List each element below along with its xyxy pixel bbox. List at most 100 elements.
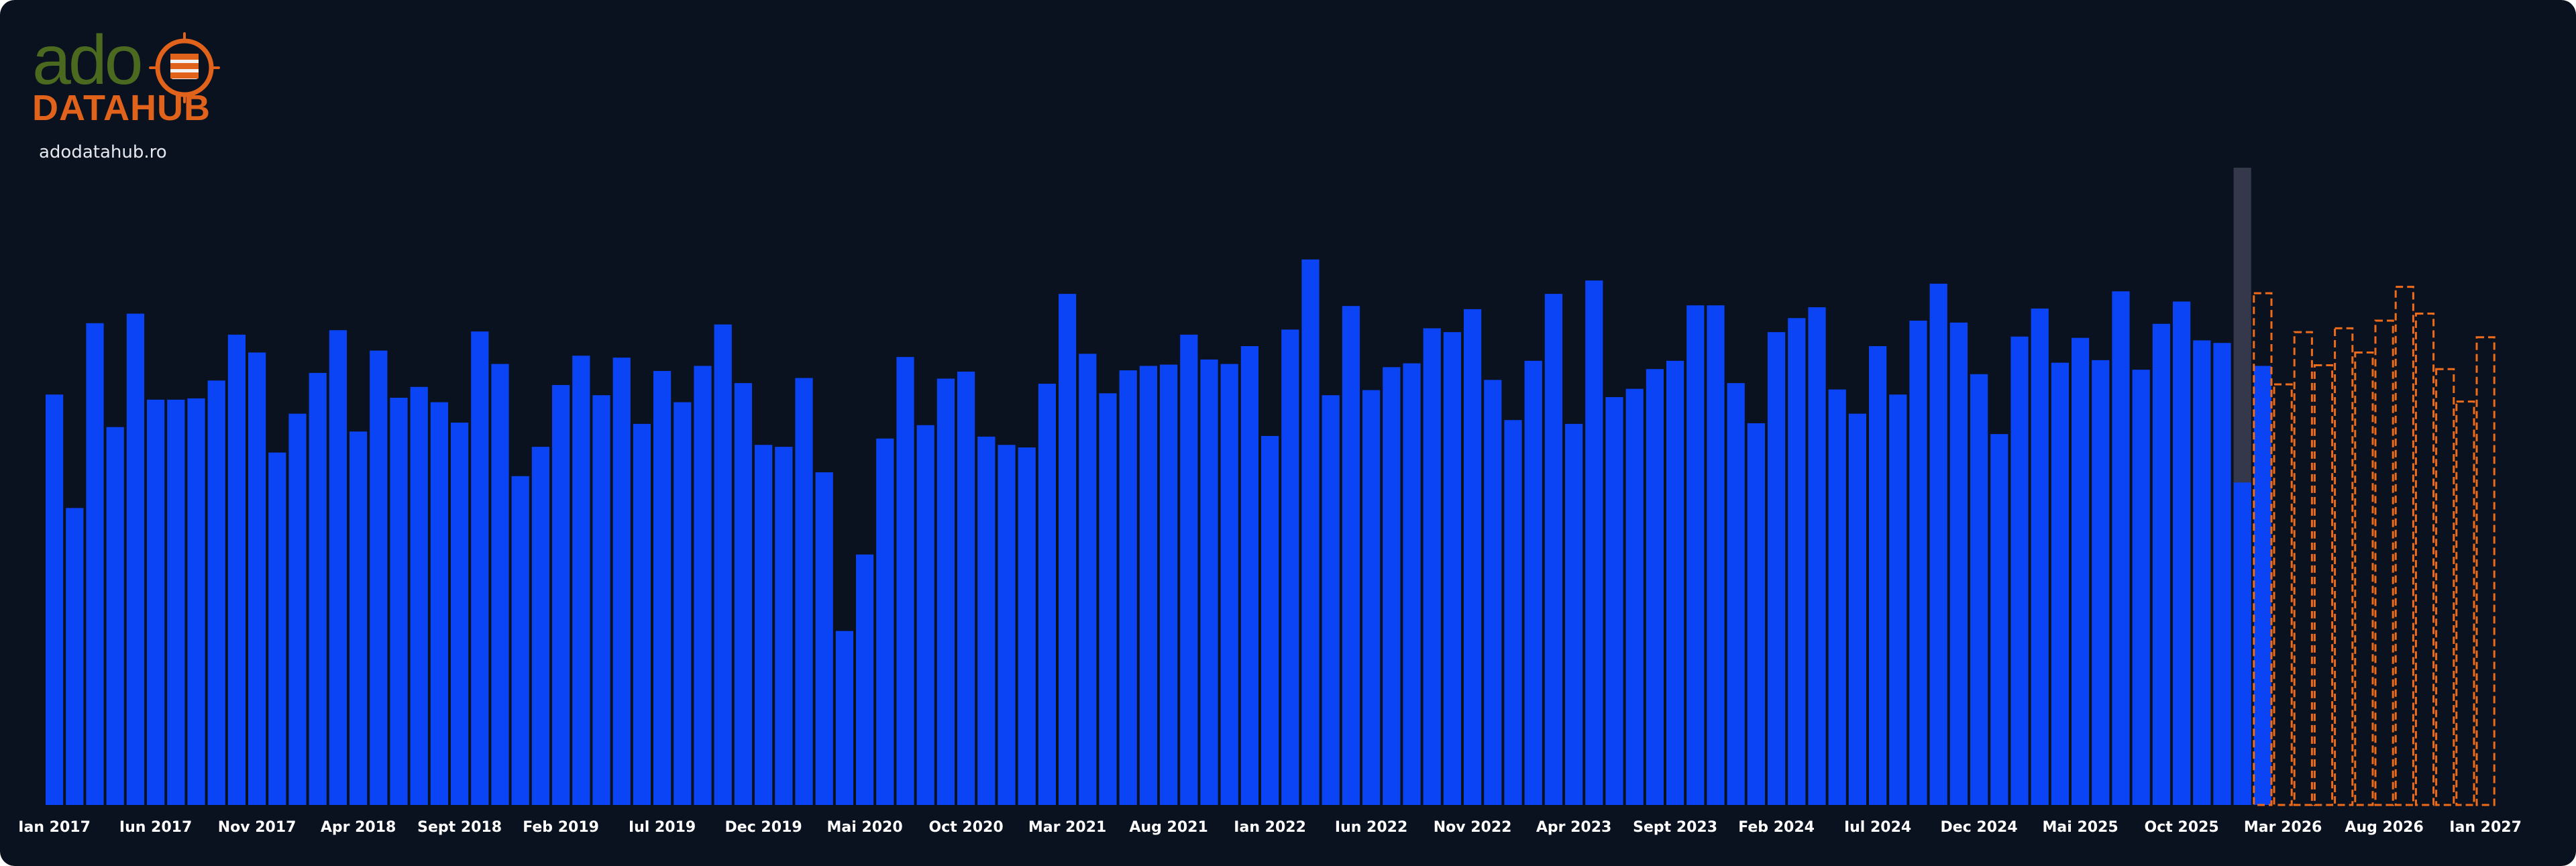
bar[interactable] [1524,360,1542,805]
bar[interactable] [1788,318,1806,805]
bar[interactable] [1018,447,1036,805]
bar[interactable] [653,371,672,805]
bar[interactable] [46,394,64,805]
bar[interactable] [977,436,996,805]
bar[interactable] [1848,413,1866,805]
bar[interactable] [957,372,975,805]
forecast-bar[interactable] [2293,331,2313,806]
forecast-bar[interactable] [2435,368,2455,806]
bar[interactable] [1625,388,1644,805]
forecast-bar[interactable] [2253,292,2273,806]
bar[interactable] [835,631,853,805]
bar[interactable] [998,445,1016,805]
brand-logo[interactable]: ado DATAHUB [32,25,220,128]
bar[interactable] [916,425,934,805]
bar[interactable] [1059,294,1077,806]
site-url[interactable]: adodatahub.ro [39,142,167,162]
bar[interactable] [2072,337,2090,805]
bar[interactable] [187,398,205,805]
bar[interactable] [1585,280,1603,805]
bar[interactable] [1261,435,1279,805]
bar[interactable] [1322,395,1340,805]
bar[interactable] [1686,305,1705,805]
bar[interactable] [329,330,347,805]
bar[interactable] [1200,359,1218,805]
bar[interactable] [126,313,144,805]
bar[interactable] [430,402,448,805]
bar[interactable] [592,395,610,805]
forecast-bar[interactable] [2475,336,2496,806]
bar[interactable] [147,399,165,805]
bar[interactable] [2132,370,2150,805]
bar[interactable] [674,402,692,805]
bar[interactable] [1768,332,1786,806]
bar[interactable] [2010,336,2029,805]
bar[interactable] [714,324,732,805]
bar[interactable] [1707,305,1725,805]
bar[interactable] [552,384,570,805]
bar[interactable] [1139,366,1157,805]
bar[interactable] [1605,397,1623,805]
bar[interactable] [167,399,185,805]
bar[interactable] [410,386,428,805]
bar[interactable] [936,378,955,805]
bar[interactable] [1949,322,1968,806]
forecast-bar[interactable] [2394,286,2414,806]
bar[interactable] [1099,393,1117,805]
bar[interactable] [2193,340,2211,805]
bar[interactable] [1383,367,1401,805]
bar[interactable] [1301,259,1320,805]
bar[interactable] [2233,482,2251,805]
bar[interactable] [451,423,469,805]
forecast-bar[interactable] [2414,313,2435,806]
bar[interactable] [1869,346,1887,805]
bar[interactable] [390,397,408,805]
bar[interactable] [1929,283,1947,805]
bar[interactable] [815,472,833,805]
bar[interactable] [1889,394,1907,805]
bar[interactable] [694,366,712,805]
forecast-bar[interactable] [2334,327,2354,806]
bar[interactable] [896,357,914,805]
bar[interactable] [1443,332,1461,806]
bar[interactable] [1504,420,1522,805]
bar[interactable] [531,447,549,805]
bar[interactable] [268,452,286,805]
bar[interactable] [1990,434,2008,805]
bar[interactable] [1160,364,1178,805]
bar[interactable] [1484,380,1502,805]
bar[interactable] [1464,309,1482,805]
bar[interactable] [511,476,529,805]
bar[interactable] [1808,307,1826,805]
bar[interactable] [66,508,84,805]
bar[interactable] [248,352,266,806]
bar[interactable] [106,427,124,805]
bar[interactable] [1970,374,1988,805]
bar[interactable] [2112,291,2130,805]
bar[interactable] [2253,366,2271,805]
bar[interactable] [1240,346,1258,805]
bar[interactable] [795,378,813,806]
bar[interactable] [1423,328,1441,805]
forecast-bar[interactable] [2354,351,2374,806]
bar[interactable] [734,383,752,805]
bar[interactable] [1403,363,1421,805]
bar[interactable] [1565,423,1583,805]
bar[interactable] [876,438,894,805]
bar[interactable] [1079,354,1097,805]
bar[interactable] [207,380,225,805]
bar[interactable] [1220,364,1238,805]
bar[interactable] [471,331,489,805]
bar[interactable] [2213,343,2231,805]
bar[interactable] [1727,383,1745,805]
bar[interactable] [2051,362,2069,805]
bar[interactable] [572,356,590,805]
bar[interactable] [1281,329,1299,805]
bar[interactable] [1544,294,1562,806]
forecast-bar[interactable] [2273,383,2293,806]
bar[interactable] [370,350,388,805]
bar[interactable] [1646,369,1664,805]
bar[interactable] [1342,306,1360,805]
bar[interactable] [633,423,651,805]
bar[interactable] [227,334,246,805]
